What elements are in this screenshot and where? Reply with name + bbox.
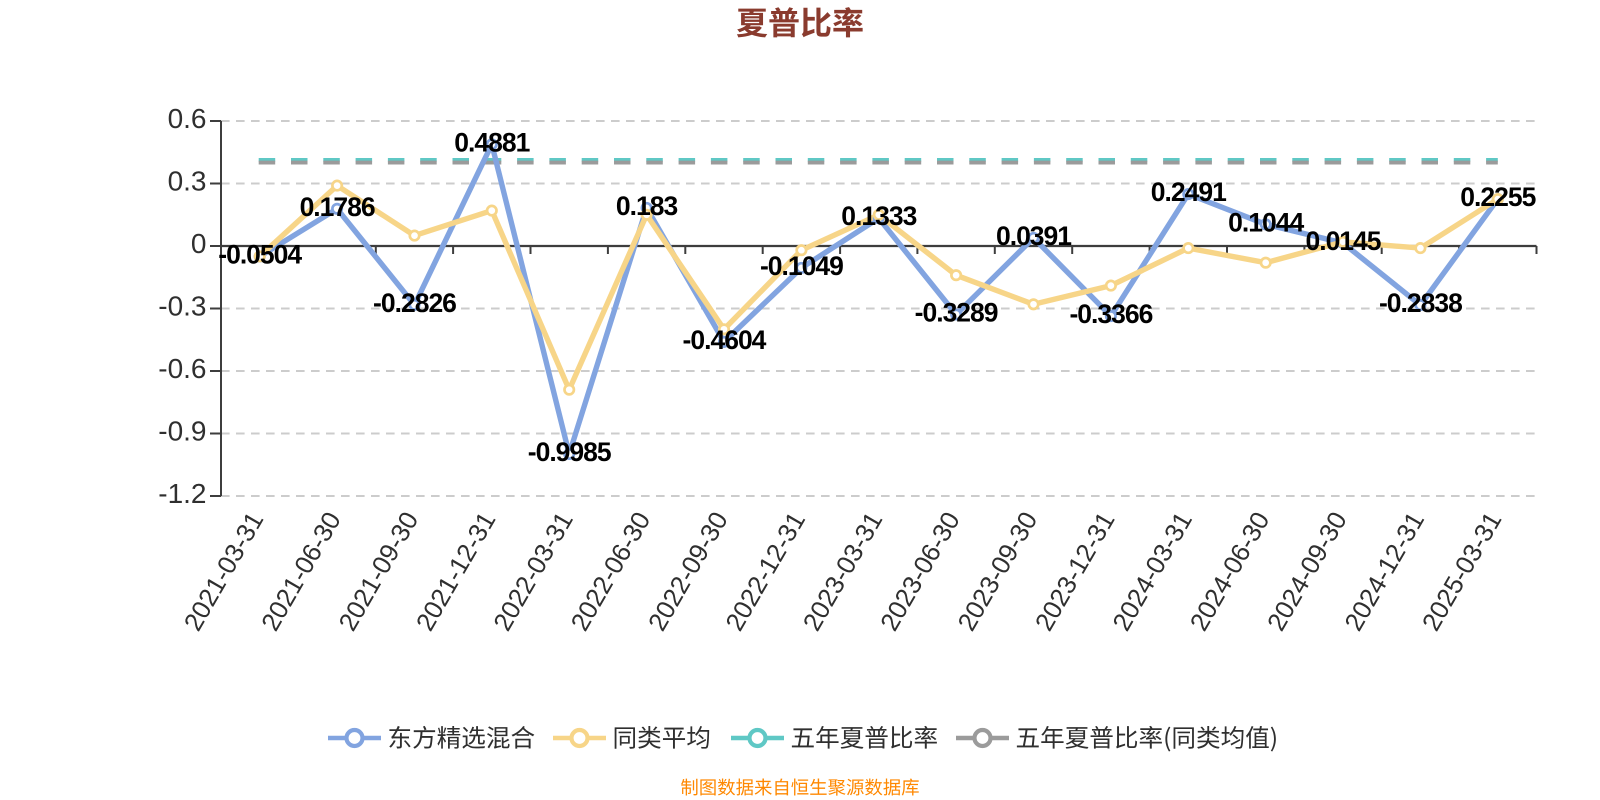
svg-text:0.1786: 0.1786 xyxy=(300,192,375,222)
svg-text:-0.9985: -0.9985 xyxy=(528,437,611,467)
svg-text:0.1333: 0.1333 xyxy=(841,201,916,231)
svg-text:0.183: 0.183 xyxy=(616,191,678,221)
svg-text:0.2255: 0.2255 xyxy=(1460,182,1535,212)
svg-text:0.0145: 0.0145 xyxy=(1305,226,1380,256)
svg-text:-0.2838: -0.2838 xyxy=(1379,288,1462,318)
svg-text:-0.3289: -0.3289 xyxy=(915,298,998,328)
svg-text:-0.4604: -0.4604 xyxy=(683,325,767,355)
svg-text:-0.3: -0.3 xyxy=(158,291,206,322)
svg-text:-0.0504: -0.0504 xyxy=(218,240,302,270)
svg-text:0.0391: 0.0391 xyxy=(996,221,1071,251)
svg-text:-0.3366: -0.3366 xyxy=(1069,299,1152,329)
svg-text:-0.1049: -0.1049 xyxy=(760,251,843,281)
svg-text:-0.9: -0.9 xyxy=(158,416,206,447)
svg-text:0: 0 xyxy=(191,228,207,259)
svg-text:0.1044: 0.1044 xyxy=(1228,207,1304,237)
svg-text:-0.6: -0.6 xyxy=(158,353,206,384)
svg-text:0.3: 0.3 xyxy=(168,166,207,197)
svg-text:0.6: 0.6 xyxy=(168,103,207,134)
svg-text:0.4881: 0.4881 xyxy=(454,127,529,157)
svg-text:-0.2826: -0.2826 xyxy=(373,288,456,318)
svg-text:0.2491: 0.2491 xyxy=(1151,177,1226,207)
svg-text:-1.2: -1.2 xyxy=(158,478,206,509)
